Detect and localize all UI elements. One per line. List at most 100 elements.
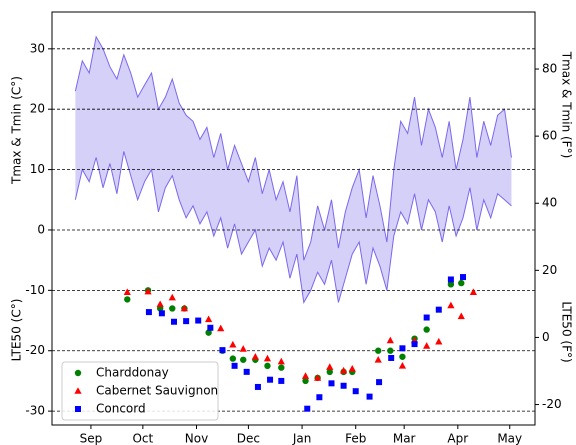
marker	[124, 296, 131, 303]
marker	[339, 366, 348, 374]
marker	[144, 287, 152, 295]
marker	[375, 347, 382, 354]
plot-frame	[51, 11, 536, 426]
marker	[205, 329, 212, 336]
marker	[447, 276, 454, 283]
marker	[399, 345, 406, 352]
marker	[123, 288, 131, 295]
marker	[169, 305, 176, 312]
marker	[435, 306, 442, 313]
legend-label: Cabernet Sauvignon	[96, 384, 218, 398]
marker	[145, 309, 152, 316]
marker	[399, 353, 406, 360]
marker	[423, 326, 430, 333]
x-tick-label: Nov	[185, 432, 208, 445]
marker	[366, 393, 373, 400]
marker	[264, 362, 271, 370]
marker	[460, 274, 467, 281]
y2-axis-label: Tmax & Tmin (F°)	[560, 51, 574, 159]
y2-tick-label: 80	[542, 62, 557, 76]
legend-label: Charddonay	[96, 366, 169, 380]
y-tick-label: -10	[25, 283, 45, 297]
x-tick-label: Apr	[447, 432, 468, 445]
marker	[388, 354, 395, 361]
marker	[74, 369, 82, 377]
y2-tick-label: -20	[542, 397, 562, 411]
marker	[386, 336, 394, 344]
marker	[75, 406, 81, 412]
tmax-line	[74, 35, 512, 261]
marker	[376, 379, 383, 386]
x-tick-label: Dec	[237, 432, 260, 445]
marker	[326, 363, 334, 370]
marker	[229, 355, 237, 362]
marker	[229, 340, 237, 348]
marker	[398, 362, 407, 369]
x-tick-label: May	[497, 432, 522, 445]
y-tick-label: 10	[30, 162, 45, 176]
y2-tick-label: 20	[542, 263, 557, 277]
marker	[217, 324, 225, 332]
y-tick-label: -20	[25, 343, 45, 357]
marker	[278, 364, 285, 371]
marker	[458, 279, 465, 287]
marker	[348, 365, 356, 372]
marker	[457, 312, 465, 320]
y2-tick-label: 60	[542, 129, 557, 143]
x-tick-label: Jan	[292, 432, 312, 445]
marker	[183, 318, 190, 325]
x-tick-label: Feb	[345, 432, 366, 445]
marker	[302, 377, 309, 385]
marker	[423, 342, 431, 349]
marker	[340, 382, 347, 389]
marker	[156, 300, 164, 308]
marker	[314, 374, 322, 381]
y-tick-label: 0	[37, 222, 45, 236]
y-tick-label: 30	[30, 41, 45, 55]
legend-label: Concord	[96, 402, 146, 416]
y-axis-label-lower: LTE50 (C°)	[10, 299, 24, 362]
y2-tick-label: 0	[542, 330, 550, 344]
marker	[243, 368, 250, 375]
y-tick-label: -30	[25, 404, 45, 418]
marker	[263, 354, 272, 362]
marker	[219, 347, 226, 354]
marker	[328, 380, 335, 387]
y2-tick-label: 40	[542, 196, 557, 210]
marker	[469, 288, 477, 295]
marker	[352, 388, 359, 395]
tmin-line	[74, 151, 512, 304]
marker	[435, 337, 443, 345]
x-tick-label: Oct	[132, 432, 153, 445]
y-tick-label: 20	[30, 102, 45, 116]
y2-axis-label-lower: LTE50 (F°)	[560, 301, 574, 362]
y-axis-label: Tmax & Tmin (C°)	[10, 76, 24, 185]
marker	[168, 293, 176, 301]
marker	[205, 315, 213, 323]
marker	[207, 324, 214, 331]
marker	[423, 314, 430, 321]
marker	[171, 318, 178, 325]
marker	[447, 301, 455, 309]
marker	[240, 356, 247, 363]
marker	[447, 281, 455, 288]
marker	[231, 362, 238, 369]
marker	[304, 405, 311, 412]
x-tick-label: Sep	[80, 432, 103, 445]
marker	[301, 372, 310, 379]
marker	[316, 394, 323, 401]
marker	[251, 352, 259, 360]
marker	[195, 317, 202, 324]
marker	[278, 377, 285, 384]
marker	[239, 345, 247, 352]
marker	[180, 304, 188, 312]
marker	[74, 387, 82, 394]
x-tick-label: Mar	[393, 432, 416, 445]
marker	[277, 357, 285, 365]
marker	[267, 376, 274, 383]
marker	[158, 310, 165, 317]
marker	[387, 347, 394, 354]
marker	[326, 368, 333, 376]
marker	[254, 383, 261, 390]
